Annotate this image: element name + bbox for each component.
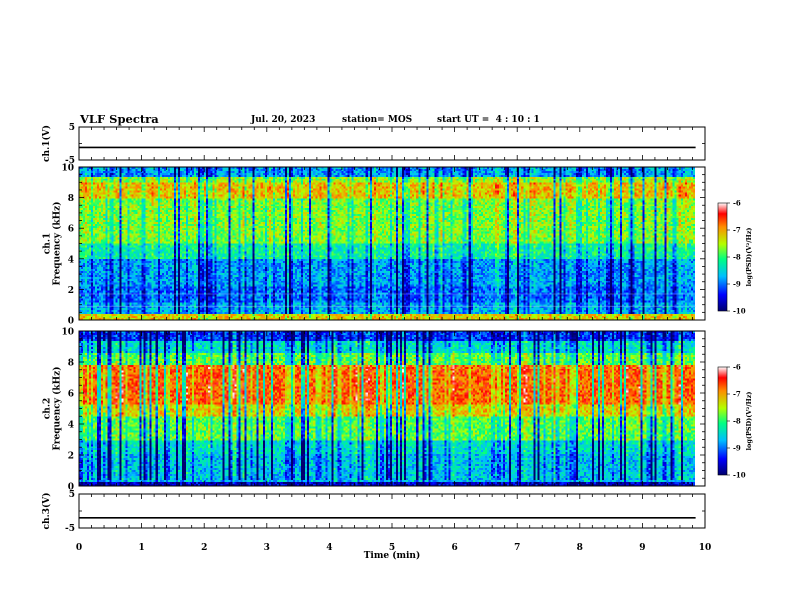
x-tick-label: 5	[389, 543, 395, 553]
y-tick-label: -5	[65, 524, 75, 534]
x-tick-label: 4	[326, 543, 332, 553]
ch1-spectrogram-ylabel-line: Frequency (kHz)	[51, 201, 62, 285]
ch2-spectrogram-ylabel: ch.2Frequency (kHz)	[42, 366, 62, 450]
y-tick-label: 0	[68, 317, 74, 327]
date-label: Jul. 20, 2023	[251, 115, 316, 125]
y-tick-label: 4	[68, 255, 74, 265]
spectrogram-image-ch1	[79, 167, 705, 320]
colorbar-tick-label: -6	[733, 363, 741, 372]
colorbar-tick-label: -9	[733, 280, 741, 289]
y-tick-label: 0	[68, 483, 74, 493]
x-tick-label: 6	[451, 543, 457, 553]
y-tick-label: 2	[68, 286, 74, 296]
x-tick-label: 3	[264, 543, 270, 553]
x-axis-label: Time (min)	[364, 550, 421, 561]
panel-frame	[78, 493, 706, 529]
x-tick-label: 7	[514, 543, 520, 553]
ch2-spectrogram-ylabel-line: Frequency (kHz)	[51, 366, 62, 450]
x-tick-label: 1	[138, 543, 144, 553]
y-tick-label: 4	[68, 421, 74, 431]
ch1-waveform-ylabel: ch.1(V)	[41, 125, 52, 162]
x-tick-label: 2	[201, 543, 207, 553]
ch1-spectrogram-colorbar	[717, 202, 728, 312]
y-tick-label: 6	[68, 225, 74, 235]
ch2-spectrogram-colorbar-label: log(PSD)(V²/Hz)	[745, 392, 753, 451]
ch2-spectrogram-colorbar	[717, 366, 728, 476]
ch1-spectrogram-colorbar-label: log(PSD)(V²/Hz)	[745, 228, 753, 287]
colorbar-tick-label: -6	[733, 199, 741, 208]
y-tick-label: 5	[69, 123, 75, 133]
station-label: station= MOS	[342, 115, 413, 125]
start-time-label: start UT = 4 : 10 : 1	[437, 115, 540, 125]
ch2-spectrogram-ylabel-line: ch.2	[42, 398, 52, 419]
ch3-waveform-ylabel: ch.3(V)	[41, 493, 52, 530]
colorbar-tick-label: -8	[733, 253, 741, 262]
colorbar-tick-label: -8	[733, 417, 741, 426]
y-tick-label: 10	[61, 164, 74, 174]
ch1-spectrogram-ylabel: ch.1Frequency (kHz)	[42, 201, 62, 285]
y-tick-label: 8	[68, 194, 74, 204]
x-tick-label: 10	[699, 543, 712, 553]
spectrogram-image-ch2	[79, 331, 705, 486]
y-tick-label: -5	[65, 156, 75, 166]
colorbar-tick-label: -10	[733, 307, 746, 316]
chart-title: VLF Spectra	[80, 112, 159, 126]
y-tick-label: 10	[61, 328, 74, 338]
ch1-spectrogram-ylabel-line: ch.1	[42, 233, 52, 254]
x-tick-label: 9	[639, 543, 645, 553]
x-tick-label: 0	[76, 543, 82, 553]
colorbar-tick-label: -10	[733, 471, 746, 480]
y-tick-label: 5	[69, 490, 75, 500]
y-tick-label: 6	[68, 390, 74, 400]
x-tick-label: 8	[577, 543, 583, 553]
colorbar-tick-label: -7	[733, 390, 741, 399]
y-tick-label: 2	[68, 452, 74, 462]
y-tick-label: 8	[68, 359, 74, 369]
colorbar-tick-label: -7	[733, 226, 741, 235]
colorbar-tick-label: -9	[733, 444, 741, 453]
